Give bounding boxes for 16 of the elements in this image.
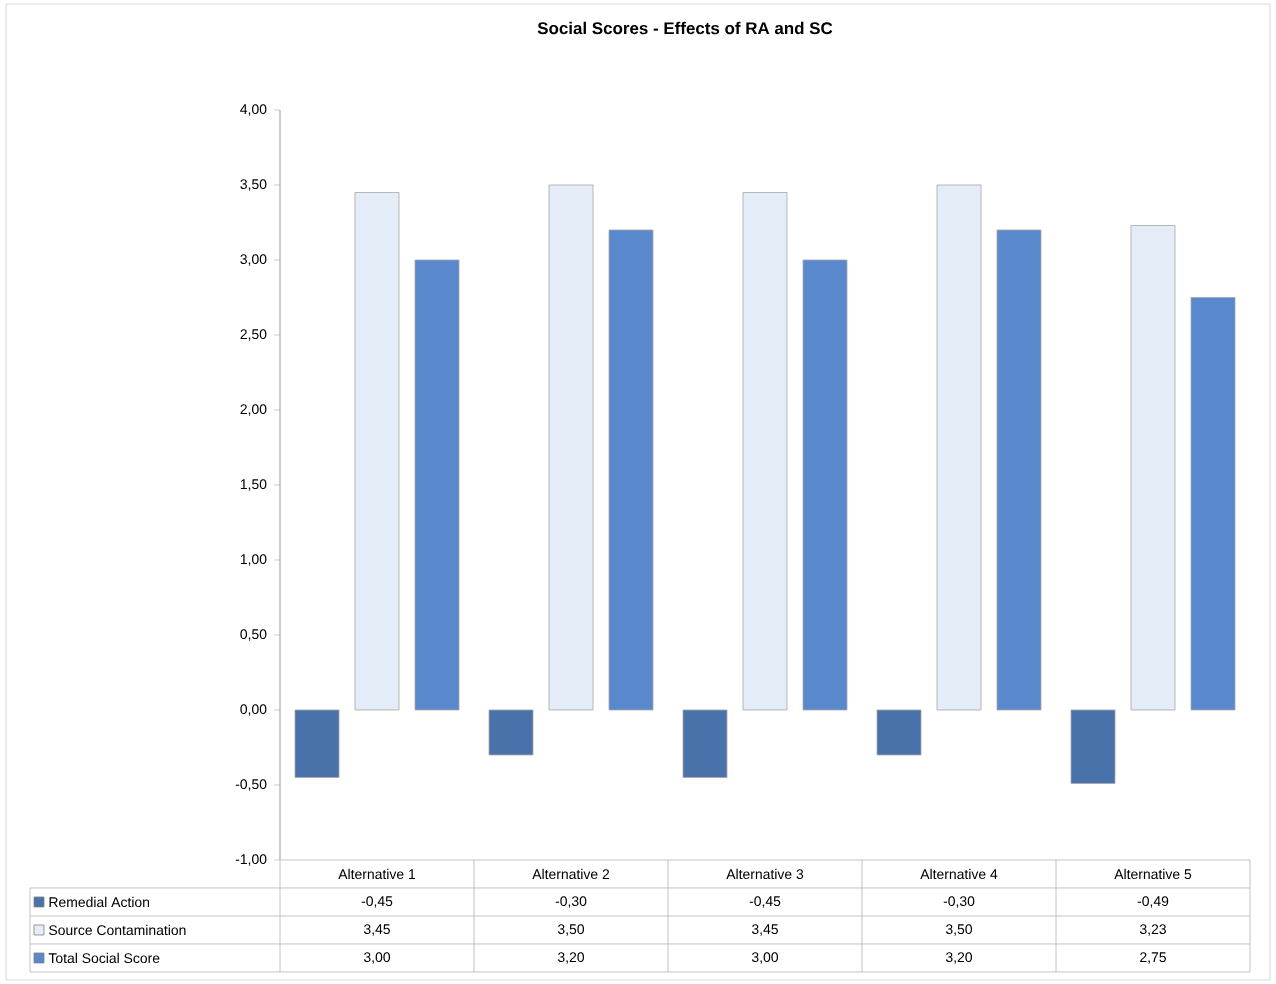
bar	[414, 259, 460, 711]
bar	[294, 709, 340, 778]
bar	[608, 229, 654, 711]
bar	[488, 709, 534, 756]
bar	[354, 192, 400, 711]
bar	[682, 709, 728, 778]
bar	[548, 184, 594, 711]
bar	[742, 192, 788, 711]
bar	[1190, 297, 1236, 711]
bar	[1130, 225, 1176, 711]
chart-title: Social Scores - Effects of RA and SC	[537, 21, 833, 35]
bar	[1070, 709, 1116, 784]
bar	[936, 184, 982, 711]
bar	[876, 709, 922, 756]
bar	[996, 229, 1042, 711]
bar	[802, 259, 848, 711]
